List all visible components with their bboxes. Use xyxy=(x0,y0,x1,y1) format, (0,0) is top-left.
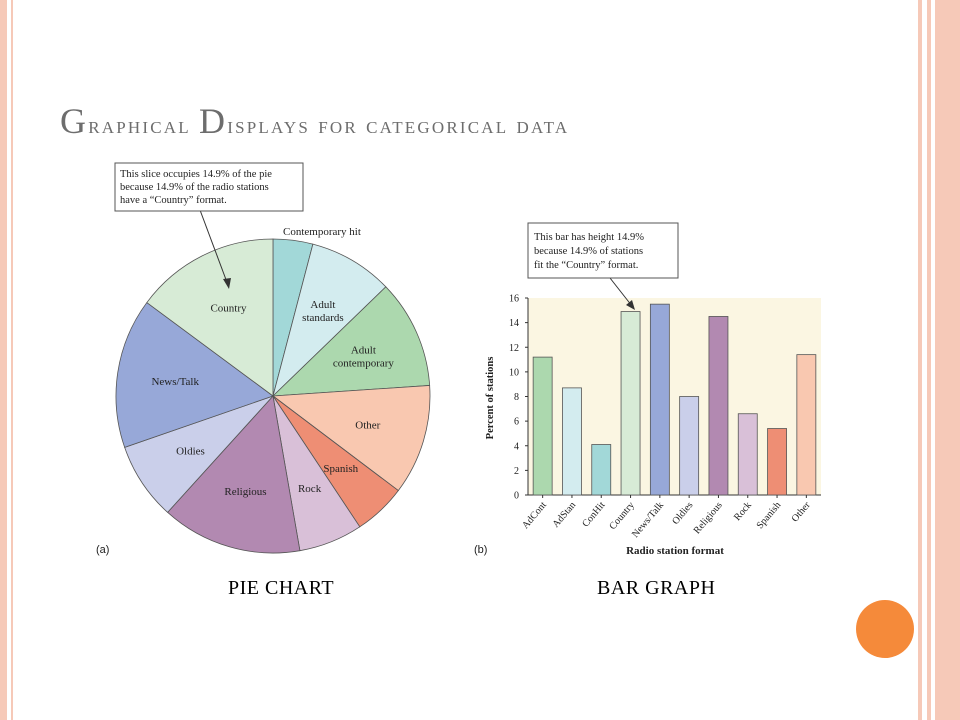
bar xyxy=(532,356,553,496)
pie-slice xyxy=(146,238,274,397)
pie-callout-arrowhead xyxy=(223,278,231,289)
pie-slice-label: Country xyxy=(210,303,247,315)
bar-callout-line: fit the “Country” format. xyxy=(534,260,638,271)
title-part: G xyxy=(60,101,89,141)
pie-slice xyxy=(115,302,274,448)
right-frame-line xyxy=(927,0,931,720)
pie-callout-line: have a “Country” format. xyxy=(120,195,227,206)
pie-slice-label: Religious xyxy=(224,486,266,498)
bar-y-tick-label: 4 xyxy=(514,441,519,452)
bar-y-axis-label: Percent of stations xyxy=(485,357,496,440)
pie-slice-label: contemporary xyxy=(333,357,395,369)
bar-x-tick-label: Other xyxy=(790,499,813,524)
bar xyxy=(679,396,700,496)
bar-y-tick-label: 16 xyxy=(509,294,519,305)
bar-x-tick-label: Oldies xyxy=(670,500,695,527)
bar-x-tick-label: ConHit xyxy=(580,500,607,530)
bar xyxy=(708,316,729,496)
bar-y-tick-label: 8 xyxy=(514,392,519,403)
bar-x-tick-label: Religious xyxy=(692,500,725,537)
bar-x-tick-label: AdCont xyxy=(520,500,549,532)
pie-callout-arrow xyxy=(199,209,229,286)
bar-y-tick-label: 10 xyxy=(509,367,519,378)
bar xyxy=(767,428,787,496)
pie-slice-label: Other xyxy=(355,419,380,431)
left-frame-bar xyxy=(0,0,7,720)
pie-slice-label: Spanish xyxy=(323,463,358,475)
bar-x-tick-label: Spanish xyxy=(755,500,784,531)
bar-y-tick-label: 0 xyxy=(514,491,519,502)
right-frame-line xyxy=(918,0,922,720)
title-part: D xyxy=(199,101,228,141)
bar xyxy=(620,311,641,496)
title-part: raphical xyxy=(88,113,200,139)
pie-panel-label: (a) xyxy=(96,544,109,556)
pie-slice xyxy=(167,395,301,554)
bar-callout-line: This bar has height 14.9% xyxy=(534,232,644,243)
right-frame-bar xyxy=(935,0,960,720)
pie-slice-label: Adult xyxy=(310,299,335,311)
bar-callout-line: because 14.9% of stations xyxy=(534,246,643,257)
accent-circle xyxy=(856,600,914,658)
pie-callout-box xyxy=(114,162,304,212)
pie-slice-label: standards xyxy=(302,312,344,324)
pie-slice xyxy=(271,385,431,492)
bar xyxy=(591,444,612,496)
bar-callout-box xyxy=(527,222,679,279)
bar xyxy=(796,354,817,496)
left-frame-line xyxy=(11,0,13,720)
bar-callout-arrowhead xyxy=(626,300,635,310)
pie-callout-line: because 14.9% of the radio stations xyxy=(120,182,269,193)
bar-graph-caption: BAR GRAPH xyxy=(597,577,716,599)
bar-x-tick-label: Country xyxy=(607,500,636,532)
bar-x-axis-label: Radio station format xyxy=(626,545,724,557)
bar-y-tick-label: 12 xyxy=(509,343,519,354)
pie-chart: Contemporary hitAdultstandardsAdultconte… xyxy=(90,158,440,558)
bar-y-tick-label: 14 xyxy=(509,318,519,329)
pie-chart-caption: PIE CHART xyxy=(228,577,335,599)
pie-slice-label: News/Talk xyxy=(151,376,199,388)
slide-title: Graphical Displays for categorical data xyxy=(60,100,920,142)
pie-slice xyxy=(272,243,387,398)
bar-callout-arrow xyxy=(609,277,633,307)
pie-slice-label: Oldies xyxy=(176,446,205,458)
pie-slice-label: Rock xyxy=(298,483,322,495)
bar xyxy=(649,303,670,496)
bar xyxy=(737,413,758,496)
bar-x-tick-label: Rock xyxy=(732,500,754,523)
bar-panel-label: (b) xyxy=(474,544,487,556)
pie-slice xyxy=(271,286,431,397)
bar xyxy=(562,387,582,496)
pie-callout-line: This slice occupies 14.9% of the pie xyxy=(120,169,272,180)
bar-y-tick-label: 2 xyxy=(514,466,519,477)
title-part: isplays for categorical data xyxy=(227,113,570,139)
bar-x-tick-label: AdStan xyxy=(551,500,579,530)
pie-slice-label: Adult xyxy=(351,344,376,356)
pie-slice-label: Contemporary hit xyxy=(283,226,361,238)
bar-y-tick-label: 6 xyxy=(514,417,519,428)
